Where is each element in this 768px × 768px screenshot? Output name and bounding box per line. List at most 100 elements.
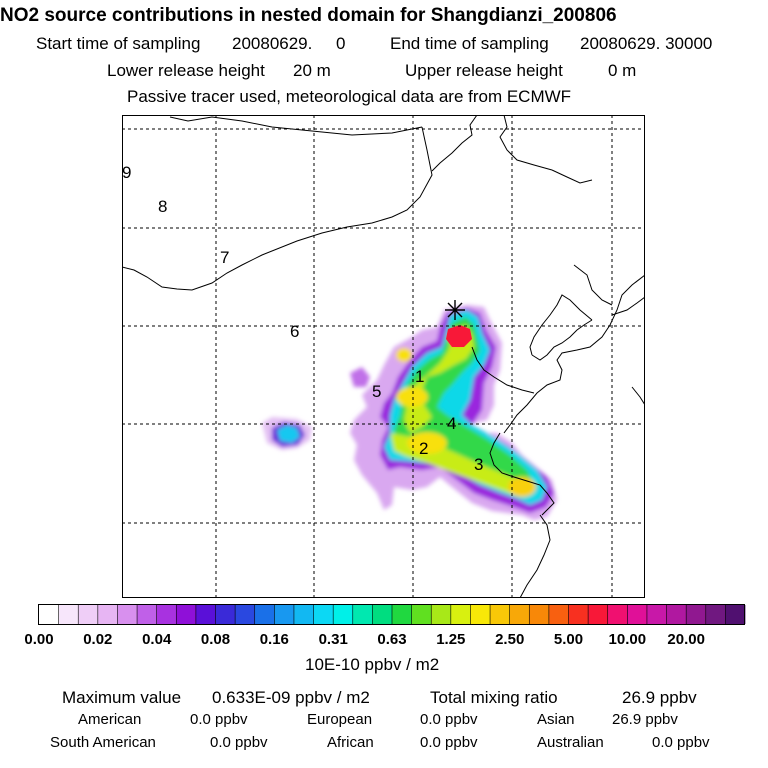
start-time-value: 20080629. 0 [232, 34, 346, 53]
plume-red-spot [446, 325, 472, 347]
plume-cyan-west [277, 425, 300, 443]
map-frame [122, 115, 645, 598]
page-title: NO2 source contributions in nested domai… [0, 5, 617, 26]
upper-release-label: Upper release height [405, 61, 563, 80]
colorbar-cell [588, 605, 609, 624]
plume-layer [262, 305, 557, 520]
colorbar-cell [725, 605, 746, 624]
colorbar-tick-label: 0.00 [24, 631, 54, 648]
region-name-european: European [307, 711, 373, 728]
colorbar-tick-label: 1.25 [436, 631, 466, 648]
colorbar-tick-label: 2.50 [495, 631, 525, 648]
colorbar-cell [705, 605, 726, 624]
colorbar-cell [195, 605, 216, 624]
end-time-value: 20080629. 30000 [580, 34, 713, 53]
colorbar-cell [568, 605, 589, 624]
colorbar-tick-label: 0.31 [318, 631, 348, 648]
colorbar-cell [333, 605, 354, 624]
region-name-american: American [78, 711, 142, 728]
region-label-7: 7 [220, 248, 229, 267]
colorbar-cell [686, 605, 707, 624]
colorbar-cell [666, 605, 687, 624]
map-background [122, 115, 645, 598]
colorbar-cell [509, 605, 530, 624]
colorbar-cell [392, 605, 413, 624]
colorbar-cell [352, 605, 373, 624]
colorbar-cell [313, 605, 334, 624]
colorbar-cell [156, 605, 177, 624]
colorbar-cell [235, 605, 256, 624]
region-value-american: 0.0 ppbv [190, 711, 248, 728]
max-value-label: Maximum value [62, 688, 182, 707]
colorbar-cell [490, 605, 511, 624]
region-label-2: 2 [419, 439, 428, 458]
colorbar-cell [117, 605, 138, 624]
region-label-9: 9 [122, 163, 131, 182]
plume-yellow-core-2 [407, 432, 447, 454]
total-mixing-value: 26.9 ppbv [622, 688, 697, 707]
colorbar-cell [274, 605, 295, 624]
colorbar-tick-label: 0.16 [259, 631, 289, 648]
region-value-asian: 26.9 ppbv [612, 711, 678, 728]
colorbar-cell [627, 605, 648, 624]
plume-yellowgreen [404, 325, 474, 433]
region-value-european: 0.0 ppbv [420, 711, 478, 728]
region-value-african: 0.0 ppbv [420, 734, 478, 751]
region-value-south-american: 0.0 ppbv [210, 734, 268, 751]
colorbar-cell [431, 605, 452, 624]
region-label-4: 4 [447, 414, 456, 433]
colorbar-cell [607, 605, 628, 624]
region-value-australian: 0.0 ppbv [652, 734, 710, 751]
asterisk-station-icon [445, 300, 465, 320]
colorbar-cell [215, 605, 236, 624]
start-time-label: Start time of sampling [36, 34, 201, 53]
region-label-1: 1 [415, 367, 424, 386]
colorbar-cell [176, 605, 197, 624]
plume-halo-nw [350, 367, 370, 387]
colorbar-cell [529, 605, 550, 624]
colorbar-cell [137, 605, 158, 624]
region-label-8: 8 [158, 197, 167, 216]
colorbar-tick-label: 0.02 [83, 631, 113, 648]
colorbar-cell [78, 605, 99, 624]
colorbar-tick-label: 0.63 [377, 631, 407, 648]
end-time-label: End time of sampling [390, 34, 549, 53]
colorbar-cell [450, 605, 471, 624]
max-value: 0.633E-09 ppbv / m2 [212, 688, 370, 707]
colorbar-cell [97, 605, 118, 624]
colorbar-cell [646, 605, 667, 624]
plume-yellow-core-1 [396, 387, 428, 407]
lat-lon-grid [122, 115, 645, 598]
colorbar-tick-label: 5.00 [553, 631, 584, 648]
region-name-south-american: South American [50, 734, 156, 751]
region-label-3: 3 [474, 455, 483, 474]
coastlines [122, 115, 645, 598]
upper-release-value: 0 m [608, 61, 637, 80]
lower-release-label: Lower release height [107, 61, 265, 80]
colorbar [38, 604, 746, 625]
region-name-african: African [327, 734, 374, 751]
colorbar-tick-label: 20.00 [667, 631, 705, 648]
lower-release-value: 20 m [293, 61, 331, 80]
colorbar-tick-label: 0.08 [200, 631, 231, 648]
region-label-6: 6 [290, 322, 299, 341]
region-labels: 1 2 3 4 5 6 7 8 9 [122, 163, 483, 474]
colorbar-unit: 10E-10 ppbv / m2 [305, 655, 440, 674]
region-label-5: 5 [372, 382, 381, 401]
colorbar-cell [411, 605, 432, 624]
colorbar-cell [39, 605, 60, 624]
colorbar-cell [470, 605, 491, 624]
region-name-australian: Australian [537, 734, 604, 751]
colorbar-cell [548, 605, 569, 624]
tracer-note: Passive tracer used, meteorological data… [127, 87, 572, 106]
colorbar-frame [38, 604, 745, 625]
plume-yellow-core-4 [396, 348, 412, 362]
region-name-asian: Asian [537, 711, 575, 728]
colorbar-cell [58, 605, 79, 624]
map-panel: 1 2 3 4 5 6 7 8 9 [122, 115, 645, 598]
colorbar-cell [372, 605, 393, 624]
colorbar-cells [39, 605, 746, 624]
colorbar-cell [254, 605, 275, 624]
colorbar-tick-label: 0.04 [142, 631, 172, 648]
colorbar-tick-label: 10.00 [608, 631, 647, 648]
